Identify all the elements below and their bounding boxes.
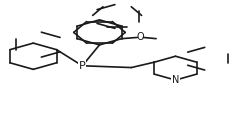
Text: N: N xyxy=(172,75,179,85)
Text: O: O xyxy=(136,32,144,42)
Text: P: P xyxy=(79,61,86,71)
